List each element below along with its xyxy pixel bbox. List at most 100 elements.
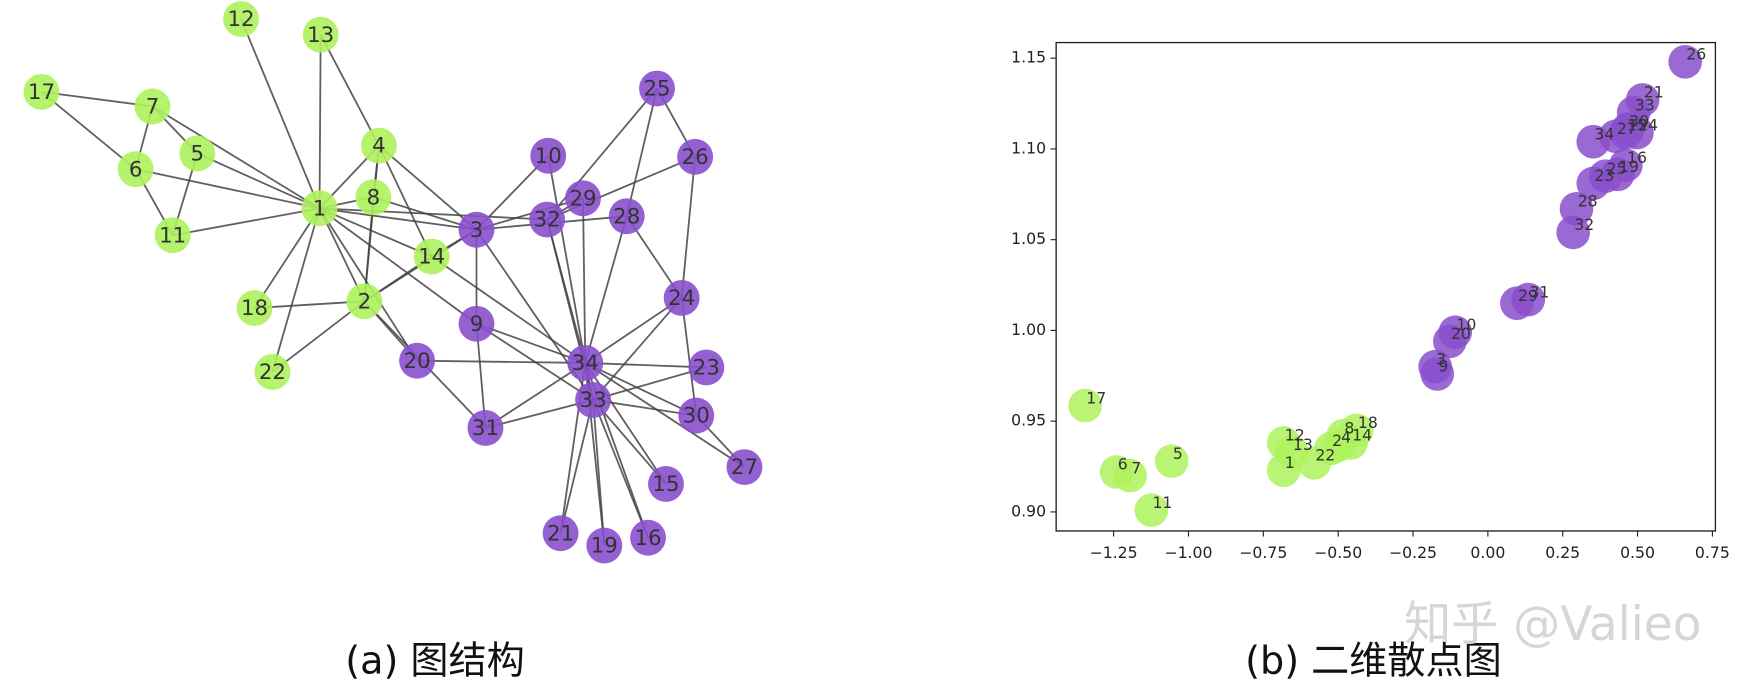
point-label: 32 [1574, 215, 1594, 234]
node [567, 345, 604, 381]
point [1420, 357, 1455, 391]
point [1559, 192, 1594, 226]
node [154, 217, 191, 254]
point [1068, 388, 1103, 423]
node [179, 135, 216, 172]
edge [584, 362, 745, 468]
node-label: 16 [634, 526, 661, 551]
node-label: 20 [404, 349, 431, 374]
node-label: 22 [259, 360, 286, 385]
edge [319, 207, 548, 221]
node [575, 381, 612, 418]
edge [584, 362, 697, 417]
edge [485, 399, 594, 429]
point-label: 26 [1686, 45, 1706, 64]
point [1339, 413, 1374, 448]
node-label: 21 [547, 521, 574, 546]
point-label: 34 [1594, 124, 1614, 143]
point-label: 10 [1456, 315, 1476, 334]
edge [135, 168, 320, 210]
point-label: 20 [1451, 324, 1471, 343]
node-label: 19 [591, 534, 618, 559]
point-label: 29 [1518, 286, 1538, 305]
node-label: 10 [535, 144, 562, 169]
edge [319, 207, 477, 231]
edge [585, 362, 707, 369]
point-label: 6 [1118, 455, 1128, 474]
x-tick-label: 0.25 [1545, 543, 1580, 562]
point-label: 4 [1341, 428, 1351, 447]
node [542, 515, 579, 552]
node [586, 527, 623, 564]
edge [547, 155, 587, 364]
point-label: 14 [1352, 426, 1372, 445]
node-label: 14 [418, 245, 445, 270]
node [399, 342, 436, 379]
x-tick-label: 0.00 [1470, 543, 1505, 562]
point [1154, 444, 1189, 478]
edge [592, 366, 707, 401]
node-label: 17 [28, 80, 55, 105]
edge [373, 196, 477, 231]
edge [319, 207, 478, 325]
point-label: 23 [1594, 166, 1614, 185]
point-label: 7 [1131, 458, 1141, 477]
node-label: 28 [613, 204, 640, 229]
edge [559, 399, 594, 534]
node-label: 23 [693, 356, 720, 381]
point [1668, 45, 1702, 79]
node-label: 2 [358, 289, 372, 314]
node-label: 31 [472, 416, 499, 441]
node-label: 25 [643, 77, 670, 102]
edge [254, 300, 365, 309]
x-tick-label: −0.50 [1314, 543, 1362, 562]
edge [41, 90, 153, 108]
watermark: 知乎 @Valieo [1404, 597, 1701, 652]
point [1511, 282, 1546, 317]
edge [152, 105, 321, 210]
node-label: 12 [227, 7, 254, 32]
y-tick-label: 0.95 [1011, 411, 1046, 430]
point-label: 16 [1627, 148, 1647, 167]
edge [319, 34, 380, 147]
node [117, 151, 154, 188]
edge [592, 399, 667, 485]
node-label: 5 [191, 142, 205, 167]
edge [417, 359, 586, 364]
x-tick-label: −0.25 [1389, 543, 1437, 562]
node-label: 34 [572, 351, 599, 376]
node [236, 290, 273, 326]
node-label: 1 [313, 196, 327, 221]
edge [196, 152, 320, 210]
point [1113, 458, 1147, 493]
edge [680, 297, 698, 416]
node-label: 6 [129, 157, 143, 182]
x-tick-label: 0.75 [1695, 543, 1730, 562]
edge [680, 156, 697, 299]
point-label: 18 [1358, 413, 1378, 432]
y-tick-label: 1.00 [1011, 320, 1046, 339]
node-label: 30 [683, 404, 710, 429]
x-tick-label: −1.25 [1090, 543, 1138, 562]
point [1625, 83, 1660, 117]
x-tick-label: 0.50 [1620, 543, 1655, 562]
edge [319, 207, 433, 258]
caption: (a) 图结构 [345, 639, 525, 683]
edge [378, 145, 433, 257]
edge [253, 207, 321, 309]
point-label: 2 [1332, 431, 1342, 450]
node [648, 466, 684, 502]
node [677, 138, 714, 175]
node-label: 4 [372, 134, 386, 159]
node [530, 137, 567, 174]
point-label: 27 [1617, 119, 1637, 138]
edge [476, 197, 584, 231]
edge [592, 297, 683, 401]
node [630, 519, 666, 556]
x-tick-label: −1.00 [1164, 543, 1212, 562]
point-label: 28 [1578, 192, 1598, 211]
node-label: 15 [652, 472, 679, 497]
node [639, 70, 675, 107]
node [726, 449, 763, 486]
